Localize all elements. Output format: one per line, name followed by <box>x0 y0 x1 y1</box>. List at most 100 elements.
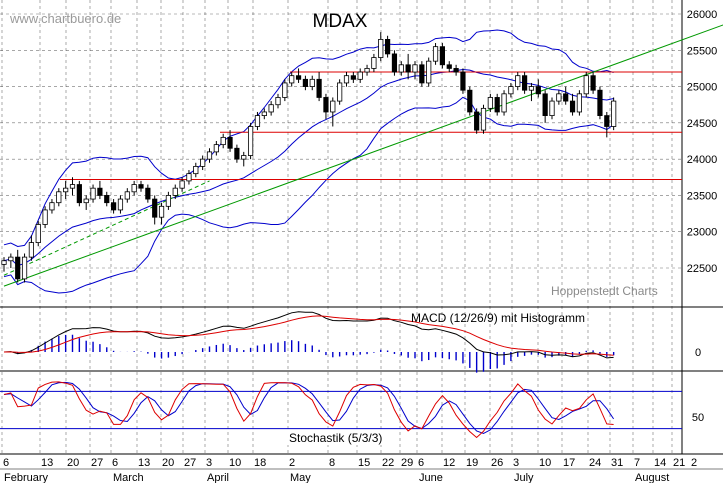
day-tick-label: 27 <box>91 457 103 469</box>
candle-body <box>83 198 89 204</box>
candle <box>145 184 151 203</box>
day-tick-label: 10 <box>229 457 241 469</box>
candle-body <box>337 82 343 102</box>
candle <box>522 72 528 94</box>
candle-body <box>282 82 288 98</box>
candle <box>494 93 500 116</box>
candle-body <box>186 173 192 182</box>
day-tick-label: 27 <box>184 457 196 469</box>
candle-body <box>364 68 370 73</box>
candle <box>350 72 356 83</box>
candle <box>83 195 89 210</box>
candle-body <box>590 75 596 91</box>
day-tick-label: 17 <box>563 457 575 469</box>
day-tick-label: 3 <box>513 457 519 469</box>
candle <box>508 82 514 98</box>
candle-body <box>432 46 439 62</box>
candle-body <box>69 184 76 189</box>
day-tick-label: 20 <box>162 457 174 469</box>
candle <box>241 151 247 167</box>
candle <box>206 148 213 163</box>
candle-body <box>220 136 226 146</box>
candle-body <box>213 144 219 153</box>
candle-body <box>309 78 315 87</box>
day-tick-label: 21 <box>673 457 685 469</box>
candle-body <box>542 93 548 117</box>
candle <box>69 177 76 196</box>
candle <box>384 35 391 58</box>
candle <box>528 82 535 102</box>
candle <box>391 50 398 76</box>
candle-body <box>528 86 535 91</box>
candle <box>220 133 226 149</box>
x-axis-labels: 6 13 20 27 6 13 20 27 3 10 18 2 8 15 22 29 6 12 19 26 3 10 17 2… <box>3 457 697 483</box>
price-tick-label: 22500 <box>687 263 718 275</box>
macd-line <box>3 311 614 359</box>
day-tick-label: 3 <box>206 457 212 469</box>
candle <box>275 93 281 109</box>
day-tick-label: 2 <box>289 457 295 469</box>
day-tick-label: 15 <box>358 457 370 469</box>
candle-body <box>439 46 446 66</box>
candle-body <box>227 136 233 149</box>
macd-zero-label: 0 <box>695 347 701 359</box>
candle-body <box>76 184 82 204</box>
candle <box>371 53 377 73</box>
candle-body <box>179 180 185 189</box>
candle <box>378 32 384 62</box>
candle <box>76 180 82 207</box>
candle-body <box>611 100 617 127</box>
day-tick-label: 8 <box>329 457 335 469</box>
candle-body <box>350 75 356 80</box>
day-tick-label: 10 <box>539 457 551 469</box>
candle <box>316 72 322 102</box>
candle <box>563 86 569 105</box>
candle-body <box>158 205 165 218</box>
trendlines <box>3 24 723 287</box>
candle-body <box>97 187 103 196</box>
candle-body <box>268 104 274 113</box>
candle-body <box>583 75 589 95</box>
day-tick-label: 12 <box>443 457 455 469</box>
candle-body <box>289 75 295 84</box>
grid <box>0 0 682 454</box>
candle-body <box>104 195 110 204</box>
month-tick-label: March <box>113 472 144 483</box>
candle-body <box>398 64 404 73</box>
candle-body <box>426 60 432 84</box>
stochastic-panel <box>0 381 682 439</box>
candle-body <box>247 126 254 156</box>
day-tick-label: 14 <box>654 457 666 469</box>
stochastic-tick-50: 50 <box>692 412 704 424</box>
candle-body <box>295 75 302 80</box>
candle-body <box>241 155 247 160</box>
candle <box>302 75 309 91</box>
trendline <box>3 180 210 276</box>
candle-body <box>1 260 7 265</box>
candle-body <box>145 187 151 200</box>
candle-body <box>556 93 562 102</box>
candle-body <box>42 209 48 225</box>
candle-body <box>508 86 514 95</box>
candle-body <box>117 198 124 211</box>
candle-body <box>206 151 213 160</box>
price-tick-label: 25000 <box>687 82 718 94</box>
day-tick-label: 2 <box>691 457 697 469</box>
source-label: Hoppenstedt Charts <box>551 284 658 298</box>
stoch-d-line <box>3 381 615 435</box>
macd-label: MACD (12/26/9) mit Histogramm <box>411 311 585 325</box>
day-tick-label: 7 <box>634 457 640 469</box>
candle <box>90 184 96 203</box>
price-tick-label: 26000 <box>687 9 718 21</box>
candle <box>261 108 267 120</box>
price-tick-label: 23500 <box>687 190 718 202</box>
candle-body <box>563 93 569 102</box>
candle-body <box>494 97 500 113</box>
candle <box>104 191 110 207</box>
candle-body <box>576 93 583 113</box>
bollinger-middle <box>3 68 614 267</box>
candle-body <box>8 256 14 262</box>
candle <box>172 184 178 200</box>
candle-body <box>193 165 199 175</box>
candle-body <box>384 39 391 55</box>
